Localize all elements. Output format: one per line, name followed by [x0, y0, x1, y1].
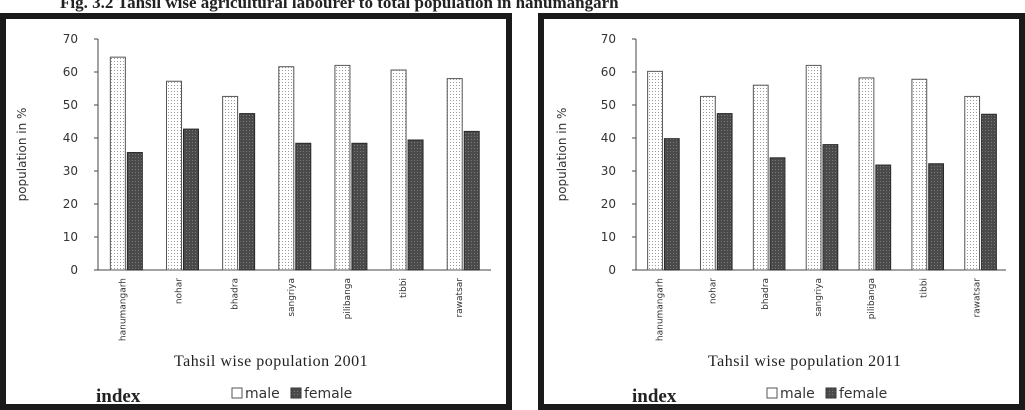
bar-male-sangriya [805, 64, 822, 271]
y-tick-label: 20 [601, 197, 616, 211]
bar-male-nohar [165, 80, 182, 271]
bar-female-rawatsar [463, 130, 480, 271]
bar-female-tibbi [928, 163, 945, 271]
bar-female-bhadra [769, 157, 786, 271]
bar-male-sangriya [278, 66, 295, 271]
bar-female-bhadra [239, 113, 256, 271]
legend-label-male: male [245, 386, 280, 402]
y-tick-label: 0 [608, 263, 616, 277]
chart-title: Tahsil wise population 2001 [174, 353, 368, 370]
chart-2001: 0 10 20 30 40 50 60 70 population in % hanumangar… [15, 32, 491, 404]
bar-female-nohar [716, 113, 733, 271]
chart-panel-2001: 0 10 20 30 40 50 60 70 population in % hanumangar… [0, 13, 512, 410]
bar-male-hanumangarh [647, 70, 663, 271]
y-tick-label: 40 [601, 131, 616, 145]
category-label-rawatsar: rawatsar [973, 278, 983, 318]
legend-label-female: female [304, 386, 352, 402]
category-label-nohar: nohar [708, 278, 718, 304]
chart-2011: 0 10 20 30 40 50 60 70 population in % hanumangar… [555, 32, 1006, 404]
category-label-nohar: nohar [174, 278, 184, 304]
bar-male-rawatsar [964, 95, 981, 271]
legend-title: index [96, 386, 141, 404]
y-tick-label: 10 [601, 230, 616, 244]
category-label-tibbi: tibbi [920, 278, 930, 298]
category-label-hanumangarh: hanumangarh [118, 278, 128, 341]
bar-female-tibbi [407, 139, 424, 271]
category-label-tibbi: tibbi [399, 278, 409, 298]
category-label-sangriya: sangriya [814, 278, 824, 317]
y-tick-label: 70 [63, 32, 78, 46]
bar-male-hanumangarh [109, 56, 126, 271]
bar-male-rawatsar [446, 78, 463, 271]
bar-female-sangriya [295, 142, 312, 271]
bar-female-sangriya [822, 144, 839, 271]
legend-swatch-female [290, 387, 302, 399]
bar-male-nohar [699, 95, 716, 271]
figure-caption: Fig. 3.2 Tahsil wise agricultural labour… [60, 0, 619, 12]
category-label-pilibanga: pilibanga [867, 278, 877, 319]
bar-female-hanumangarh [663, 138, 680, 271]
category-label-pilibanga: pilibanga [343, 278, 353, 319]
y-tick-label: 60 [601, 65, 616, 79]
y-tick-label: 60 [63, 65, 78, 79]
y-tick-label: 30 [601, 164, 616, 178]
bar-female-pilibanga [351, 142, 368, 271]
y-tick-label: 50 [601, 98, 616, 112]
legend-label-female: female [839, 386, 887, 402]
y-tick-label: 30 [63, 164, 78, 178]
bar-male-pilibanga [334, 64, 351, 271]
legend-swatch-male [231, 387, 243, 399]
y-tick-label: 0 [70, 263, 78, 277]
y-tick-label: 20 [63, 197, 78, 211]
bar-female-pilibanga [875, 164, 892, 271]
y-axis-label: population in % [15, 108, 29, 202]
y-tick-label: 50 [63, 98, 78, 112]
bar-female-rawatsar [981, 113, 997, 271]
legend-swatch-male [766, 387, 778, 399]
chart-panel-2011: 0 10 20 30 40 50 60 70 population in % hanumangar… [538, 13, 1025, 410]
bar-male-bhadra [752, 84, 769, 271]
bar-male-pilibanga [858, 77, 875, 271]
category-label-bhadra: bhadra [761, 278, 771, 310]
bar-female-hanumangarh [126, 152, 143, 271]
legend-title: index [632, 386, 677, 404]
chart-title: Tahsil wise population 2011 [708, 353, 902, 370]
bar-male-tibbi [390, 69, 407, 271]
bar-male-tibbi [911, 78, 928, 271]
category-label-rawatsar: rawatsar [455, 278, 465, 318]
category-label-bhadra: bhadra [231, 278, 241, 310]
bar-female-nohar [182, 128, 199, 271]
category-label-sangriya: sangriya [287, 278, 297, 317]
y-tick-label: 70 [601, 32, 616, 46]
y-axis-label: population in % [555, 108, 569, 202]
legend-label-male: male [780, 386, 815, 402]
category-label-hanumangarh: hanumangarh [655, 278, 665, 341]
y-tick-label: 40 [63, 131, 78, 145]
bar-male-bhadra [222, 95, 239, 271]
y-tick-label: 10 [63, 230, 78, 244]
legend-swatch-female [825, 387, 837, 399]
